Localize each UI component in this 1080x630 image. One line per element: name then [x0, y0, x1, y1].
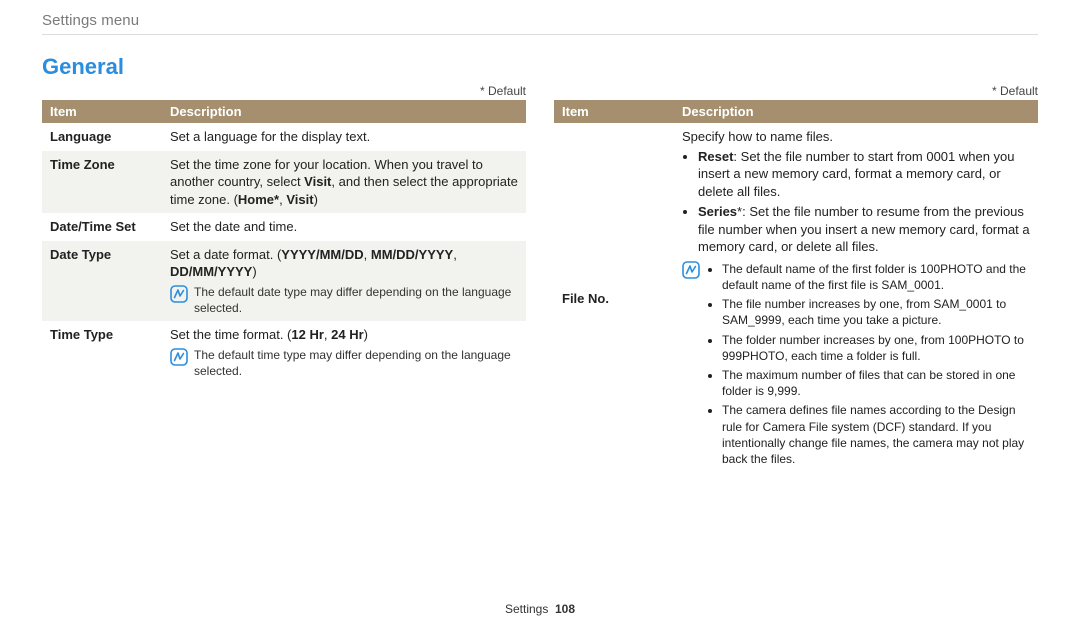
item-cell: Time Type [42, 321, 162, 384]
divider [42, 34, 1038, 35]
list-item: The file number increases by one, from S… [722, 296, 1030, 328]
description-cell: Set the date and time. [162, 213, 526, 241]
list-item: The folder number increases by one, from… [722, 332, 1030, 364]
breadcrumb: Settings menu [42, 12, 139, 29]
note-text: The default time type may differ dependi… [194, 347, 518, 379]
list-item: The default name of the first folder is … [722, 261, 1030, 293]
table-row: Date/Time Set Set the date and time. [42, 213, 526, 241]
default-note-left: * Default [480, 84, 526, 98]
settings-table-left: Item Description Language Set a language… [42, 100, 526, 384]
description-cell: Set the time format. (12 Hr, 24 Hr) The … [162, 321, 526, 384]
description-cell: Set a date format. (YYYY/MM/DD, MM/DD/YY… [162, 241, 526, 321]
footer-label: Settings [505, 602, 548, 616]
right-column: Item Description File No. Specify how to… [554, 100, 1038, 475]
table-row: Date Type Set a date format. (YYYY/MM/DD… [42, 241, 526, 321]
table-header-item: Item [42, 100, 162, 123]
note-icon [170, 285, 188, 303]
page-number: 108 [555, 602, 575, 616]
table-row: Language Set a language for the display … [42, 123, 526, 151]
list-item: The camera defines file names according … [722, 402, 1030, 467]
description-cell: Set a language for the display text. [162, 123, 526, 151]
note-block: The default date type may differ dependi… [170, 284, 518, 316]
note-sublist: The default name of the first folder is … [706, 261, 1030, 470]
table-header-description: Description [162, 100, 526, 123]
description-text: Set a date format. (YYYY/MM/DD, MM/DD/YY… [170, 246, 518, 281]
description-text: Set the time zone for your location. Whe… [170, 157, 518, 207]
item-cell: Date/Time Set [42, 213, 162, 241]
list-item: Reset: Set the file number to start from… [698, 148, 1030, 201]
description-cell: Set the time zone for your location. Whe… [162, 151, 526, 214]
settings-table-right: Item Description File No. Specify how to… [554, 100, 1038, 475]
page-footer: Settings 108 [0, 602, 1080, 616]
table-header-item: Item [554, 100, 674, 123]
table-row: Time Type Set the time format. (12 Hr, 2… [42, 321, 526, 384]
note-text: The default date type may differ dependi… [194, 284, 518, 316]
option-list: Reset: Set the file number to start from… [682, 148, 1030, 256]
note-icon [682, 261, 700, 279]
item-cell: Date Type [42, 241, 162, 321]
description-text: Set the date and time. [170, 219, 297, 234]
table-row: File No. Specify how to name files. Rese… [554, 123, 1038, 475]
description-cell: Specify how to name files. Reset: Set th… [674, 123, 1038, 475]
description-intro: Specify how to name files. [682, 128, 1030, 146]
default-note-right: * Default [992, 84, 1038, 98]
list-item: Series*: Set the file number to resume f… [698, 203, 1030, 256]
item-cell: Time Zone [42, 151, 162, 214]
item-cell: Language [42, 123, 162, 151]
section-title: General [42, 54, 124, 80]
note-block: The default name of the first folder is … [682, 259, 1030, 470]
page: Settings menu General * Default * Defaul… [0, 0, 1080, 630]
note-icon [170, 348, 188, 366]
note-block: The default time type may differ dependi… [170, 347, 518, 379]
description-text: Set the time format. (12 Hr, 24 Hr) [170, 326, 518, 344]
table-header-description: Description [674, 100, 1038, 123]
left-column: Item Description Language Set a language… [42, 100, 526, 384]
description-text: Set a language for the display text. [170, 129, 370, 144]
item-cell: File No. [554, 123, 674, 475]
list-item: The maximum number of files that can be … [722, 367, 1030, 399]
table-row: Time Zone Set the time zone for your loc… [42, 151, 526, 214]
